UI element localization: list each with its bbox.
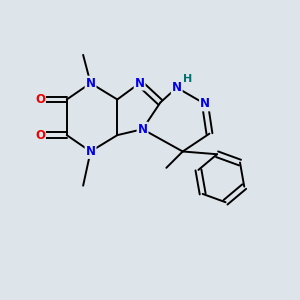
Text: O: O <box>35 129 45 142</box>
Text: N: N <box>135 76 145 90</box>
Text: N: N <box>200 98 210 110</box>
Text: O: O <box>35 93 45 106</box>
Text: H: H <box>183 74 193 84</box>
Text: N: N <box>138 123 148 136</box>
Text: N: N <box>172 81 182 94</box>
Text: N: N <box>85 76 96 90</box>
Text: N: N <box>85 145 96 158</box>
